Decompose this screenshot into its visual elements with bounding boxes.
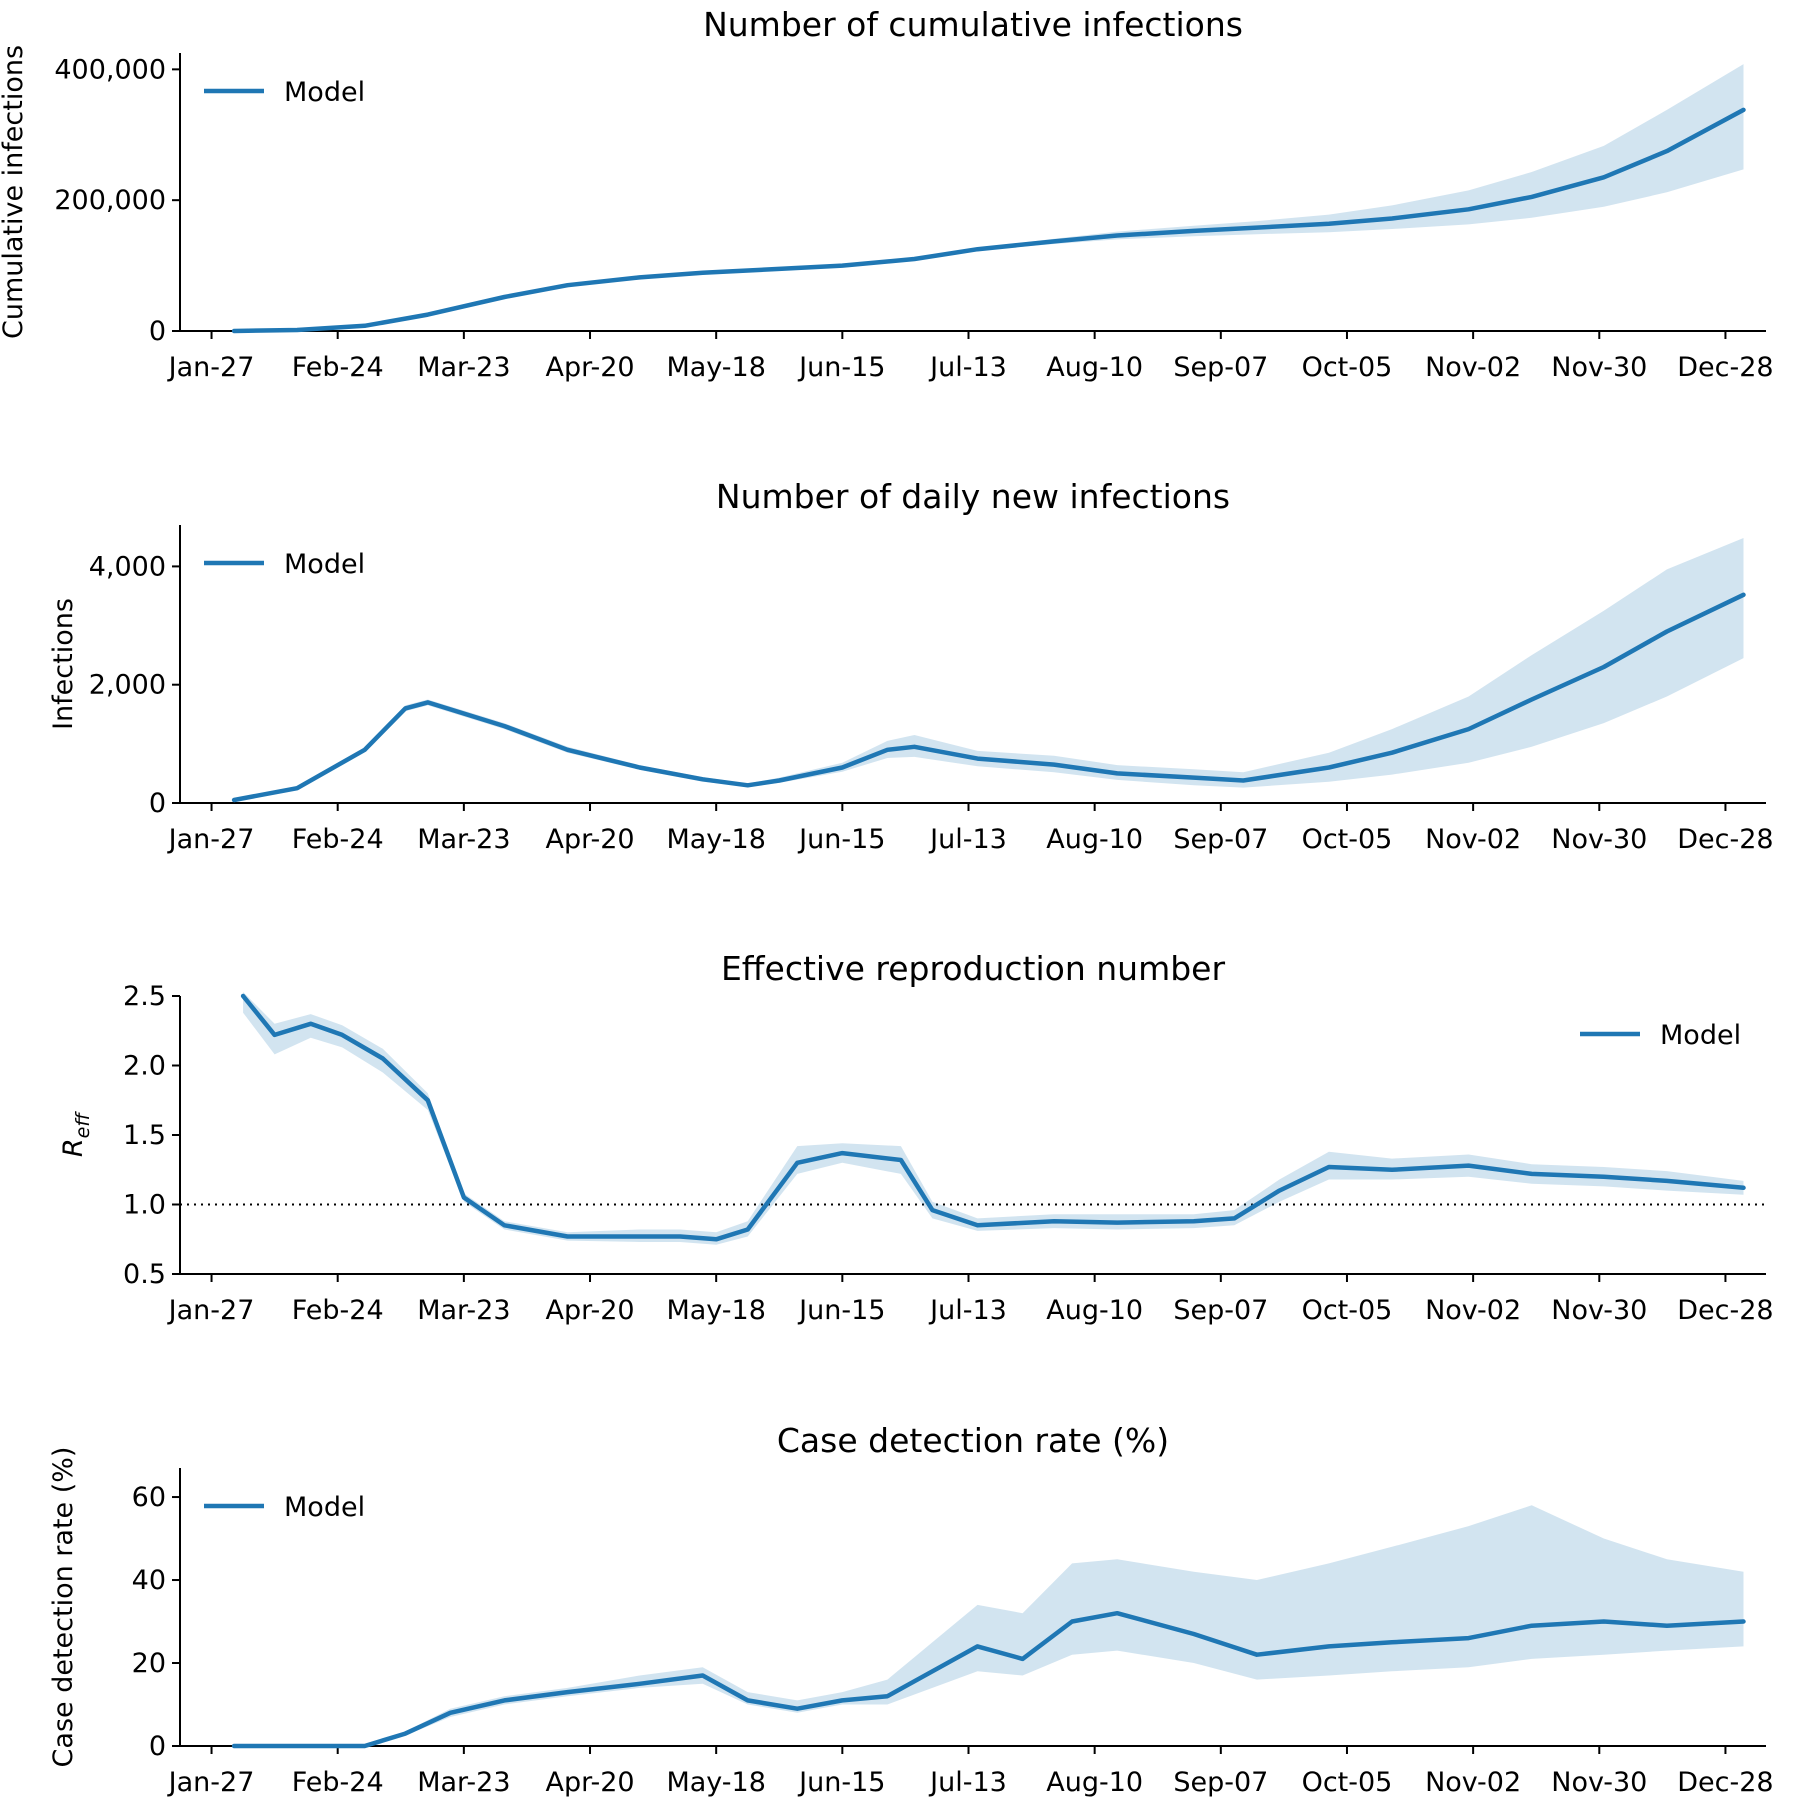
x-tick-label: Apr-20 (545, 1295, 634, 1326)
x-tick-label: Dec-28 (1677, 352, 1773, 383)
panel-1: Number of cumulative infections 0 200,000 4… (0, 5, 1774, 383)
x-tick-label: Oct-05 (1302, 1767, 1393, 1798)
x-tick-label: Jan-27 (167, 352, 255, 383)
series-line-model (231, 592, 1746, 803)
uncertainty-band (234, 64, 1744, 331)
y-tick-label: 2.0 (123, 1051, 166, 1082)
legend: Model (204, 1492, 365, 1523)
y-tick-label: 200,000 (54, 185, 166, 216)
x-tick-label: Jan-27 (167, 1295, 255, 1326)
legend: Model (204, 549, 365, 580)
x-tick-label: Mar-23 (417, 1767, 510, 1798)
x-tick-label: Sep-07 (1173, 1295, 1268, 1326)
panel-title: Number of daily new infections (716, 477, 1230, 516)
panel-3: Effective reproduction number 0.5 1.0 1.5 2.… (58, 949, 1774, 1326)
x-tick-label: May-18 (666, 824, 765, 855)
x-tick-label: Mar-23 (417, 824, 510, 855)
x-tick-label: Nov-30 (1551, 824, 1647, 855)
x-tick-label: Oct-05 (1302, 352, 1393, 383)
y-tick-label: 20 (132, 1648, 166, 1679)
y-axis-label: Infections (48, 598, 79, 730)
y-tick-label: 2.5 (123, 981, 166, 1012)
y-axis-label: Reff (58, 1111, 94, 1157)
x-tick-label: Sep-07 (1173, 352, 1268, 383)
series-line-model (231, 1610, 1746, 1749)
y-tick-label: 0 (149, 1731, 166, 1762)
panel-title: Case detection rate (%) (777, 1421, 1169, 1460)
x-tick-label: Nov-02 (1425, 352, 1521, 383)
panel-title: Effective reproduction number (721, 949, 1226, 988)
panel-title: Number of cumulative infections (703, 5, 1243, 44)
x-tick-label: Apr-20 (545, 1767, 634, 1798)
x-tick-label: May-18 (666, 1767, 765, 1798)
panel-2: Number of daily new infections 0 2,000 4,00… (48, 477, 1774, 855)
x-tick-label: Feb-24 (292, 352, 384, 383)
x-tick-label: Jun-15 (797, 1295, 885, 1326)
x-tick-label: Nov-30 (1551, 352, 1647, 383)
x-tick-label: Oct-05 (1302, 824, 1393, 855)
y-tick-label: 4,000 (89, 551, 166, 582)
x-tick-label: Mar-23 (417, 352, 510, 383)
x-tick-label: Nov-02 (1425, 1295, 1521, 1326)
y-tick-label: 0 (149, 316, 166, 347)
x-tick-label: Jan-27 (167, 1767, 255, 1798)
x-tick-label: Jun-15 (797, 352, 885, 383)
x-tick-label: Feb-24 (292, 824, 384, 855)
x-tick-label: Nov-02 (1425, 824, 1521, 855)
legend: Model (1580, 1020, 1741, 1051)
x-tick-label: Aug-10 (1046, 1767, 1143, 1798)
x-tick-label: Jan-27 (167, 824, 255, 855)
x-tick-label: Feb-24 (292, 1295, 384, 1326)
legend-label: Model (284, 549, 365, 580)
x-tick-label: Jun-15 (797, 824, 885, 855)
legend-label: Model (284, 77, 365, 108)
x-tick-label: Apr-20 (545, 824, 634, 855)
x-tick-label: Jun-15 (797, 1767, 885, 1798)
y-tick-label: 40 (132, 1565, 166, 1596)
y-tick-label: 60 (132, 1482, 166, 1513)
y-tick-label: 0.5 (123, 1259, 166, 1290)
y-axis-label: Case detection rate (%) (48, 1447, 79, 1768)
x-tick-label: Dec-28 (1677, 824, 1773, 855)
y-tick-label: 400,000 (54, 54, 166, 85)
x-tick-label: Jul-13 (928, 1295, 1007, 1326)
series-line-model (231, 107, 1746, 334)
x-tick-label: May-18 (666, 352, 765, 383)
x-tick-label: May-18 (666, 1295, 765, 1326)
x-tick-label: Nov-02 (1425, 1767, 1521, 1798)
y-axis-label: Cumulative infections (0, 45, 29, 339)
x-tick-label: Nov-30 (1551, 1295, 1647, 1326)
legend-label: Model (284, 1492, 365, 1523)
x-tick-label: Jul-13 (928, 1767, 1007, 1798)
x-tick-label: Feb-24 (292, 1767, 384, 1798)
x-tick-label: Sep-07 (1173, 1767, 1268, 1798)
y-tick-label: 2,000 (89, 670, 166, 701)
x-tick-label: Mar-23 (417, 1295, 510, 1326)
legend-label: Model (1660, 1020, 1741, 1051)
x-tick-label: Dec-28 (1677, 1767, 1773, 1798)
x-tick-label: Nov-30 (1551, 1767, 1647, 1798)
x-tick-label: Sep-07 (1173, 824, 1268, 855)
series-line-model (240, 993, 1746, 1242)
x-tick-label: Aug-10 (1046, 824, 1143, 855)
x-tick-label: Oct-05 (1302, 1295, 1393, 1326)
y-tick-label: 1.0 (123, 1190, 166, 1221)
x-tick-label: Aug-10 (1046, 1295, 1143, 1326)
y-tick-label: 0 (149, 788, 166, 819)
x-tick-label: Jul-13 (928, 352, 1007, 383)
x-tick-label: Apr-20 (545, 352, 634, 383)
y-tick-label: 1.5 (123, 1120, 166, 1151)
panel-4: Case detection rate (%) 0 20 40 60 Jan-27 Feb-… (48, 1421, 1774, 1798)
legend: Model (204, 77, 365, 108)
x-tick-label: Jul-13 (928, 824, 1007, 855)
x-tick-label: Aug-10 (1046, 352, 1143, 383)
x-tick-label: Dec-28 (1677, 1295, 1773, 1326)
